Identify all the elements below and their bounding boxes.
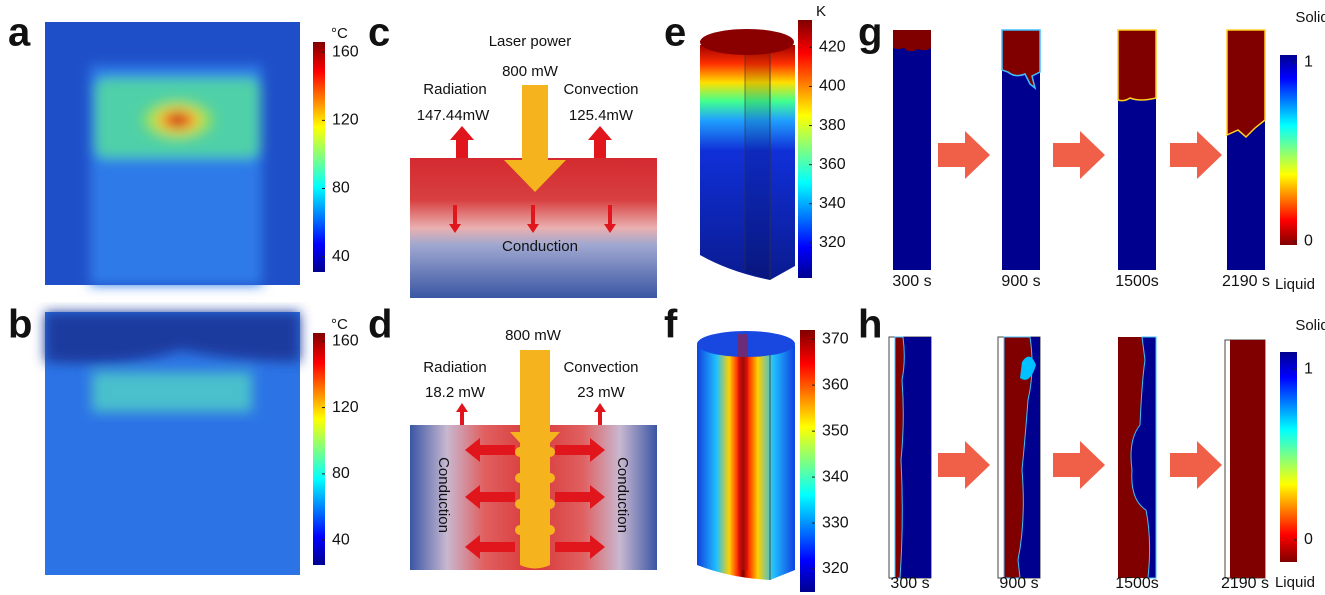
convection: Convection: [563, 359, 638, 376]
colorbar: [800, 330, 815, 592]
time-label: 300 s: [892, 273, 931, 290]
colorbar-tick-label: 80: [332, 180, 350, 197]
colorbar-tick-label: 1: [1304, 53, 1313, 70]
radiation-power: 147.44mW: [417, 107, 490, 124]
cylinder-f: [697, 331, 795, 580]
laser-power: 800 mW: [505, 327, 562, 344]
colorbar-tick-label: 380: [819, 117, 846, 134]
colorbar-tick-label: 420: [819, 39, 846, 56]
laser-title: Laser power: [489, 33, 572, 50]
transition-arrows: [938, 131, 1222, 489]
colorbar-tick-label: 360: [822, 376, 849, 393]
colorbar-tick-label: 360: [819, 156, 846, 173]
phase-strips-h: [888, 336, 1297, 579]
colorbar-tick-label: 320: [822, 560, 849, 577]
colorbar: [313, 333, 325, 565]
time-label: 2190 s: [1221, 575, 1269, 592]
colorbar-unit: K: [816, 3, 826, 20]
phase-strips-g: [893, 29, 1297, 270]
liquid-label: Liquid: [1275, 276, 1315, 293]
colorbar-tick-label: 330: [822, 514, 849, 531]
colorbar-tick-label: 120: [332, 399, 359, 416]
panel-label: g: [858, 11, 882, 55]
thermal-image-b: [45, 312, 300, 575]
convection-power: 125.4mW: [569, 107, 634, 124]
panel-label: c: [368, 11, 390, 55]
thermal-image-a: [45, 22, 300, 285]
colorbar-tick-label: 0: [1304, 531, 1313, 548]
time-label: 300 s: [890, 575, 929, 592]
diagram-d: [410, 350, 657, 570]
colorbar-tick-label: 0: [1304, 233, 1313, 250]
panel-label: f: [664, 303, 678, 347]
convection-power: 23 mW: [577, 384, 625, 401]
radiation-power: 18.2 mW: [425, 384, 486, 401]
colorbar: [798, 20, 812, 278]
colorbar: [313, 42, 325, 272]
colorbar-tick-label: 40: [332, 531, 350, 548]
colorbar-tick-label: 80: [332, 465, 350, 482]
panel-label: e: [664, 11, 686, 55]
conduction: Conduction: [435, 457, 452, 533]
colorbar-unit: °C: [331, 25, 348, 42]
colorbar-tick-label: 400: [819, 78, 846, 95]
cylinder-e: [700, 29, 795, 280]
conduction: Conduction: [502, 238, 578, 255]
panel-label: d: [368, 303, 392, 347]
colorbar-tick-label: 160: [332, 43, 359, 60]
panel-label: a: [8, 11, 31, 55]
colorbar-unit: °C: [331, 316, 348, 333]
liquid-label: Liquid: [1275, 574, 1315, 591]
time-label: 2190 s: [1222, 273, 1270, 290]
colorbar-tick-label: 340: [822, 468, 849, 485]
diagram-c: [410, 85, 657, 298]
panel-label: b: [8, 303, 32, 347]
colorbar-tick-label: 160: [332, 333, 359, 350]
colorbar-tick-label: 40: [332, 248, 350, 265]
panel-label: h: [858, 303, 882, 347]
radiation: Radiation: [423, 81, 486, 98]
conduction: Conduction: [614, 457, 631, 533]
colorbar-tick-label: 350: [822, 422, 849, 439]
time-label: 1500s: [1115, 273, 1159, 290]
time-label: 900 s: [1001, 273, 1040, 290]
laser-power: 800 mW: [502, 63, 559, 80]
solid-label: Solid: [1295, 317, 1325, 334]
radiation: Radiation: [423, 359, 486, 376]
solid-label: Solid: [1295, 9, 1325, 26]
colorbar-tick-label: 120: [332, 112, 359, 129]
time-label: 900 s: [999, 575, 1038, 592]
colorbar-tick-label: 320: [819, 234, 846, 251]
convection: Convection: [563, 81, 638, 98]
colorbar-tick-label: 370: [822, 330, 849, 347]
colorbar-tick-label: 340: [819, 195, 846, 212]
colorbar-tick-label: 1: [1304, 360, 1313, 377]
time-label: 1500s: [1115, 575, 1159, 592]
